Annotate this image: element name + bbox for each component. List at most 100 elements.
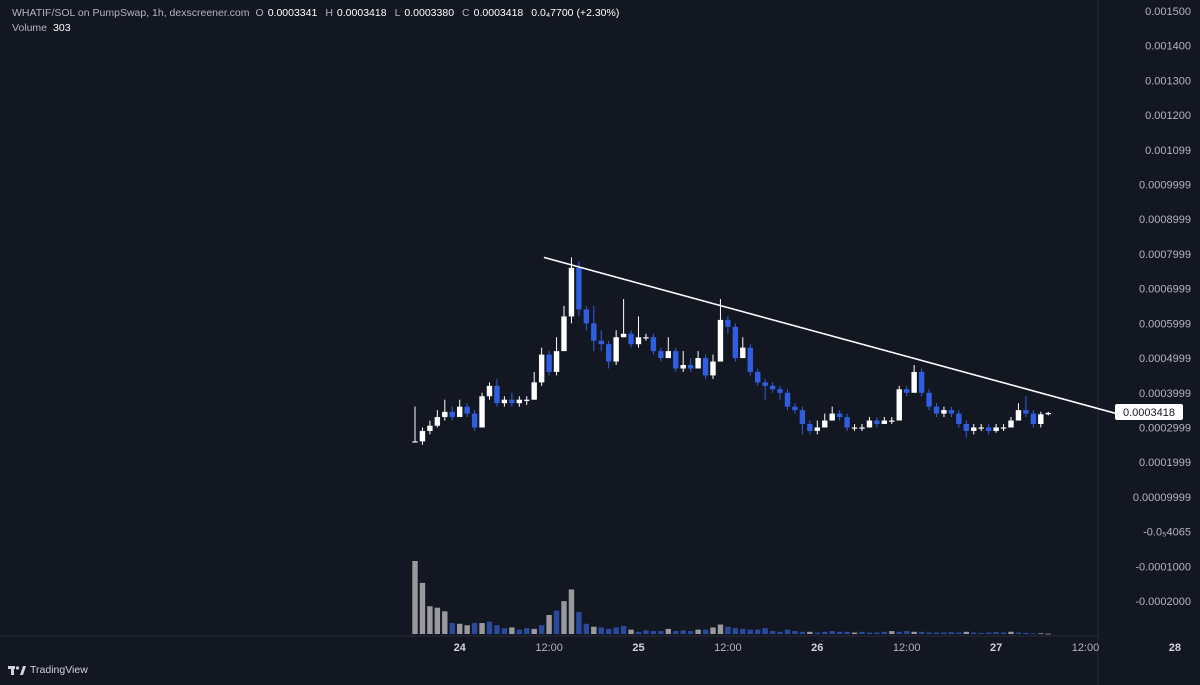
candle [777,385,783,400]
candle [918,368,925,397]
candle [985,424,992,435]
candle [509,392,515,407]
volume-bar [457,623,463,634]
candle [501,396,508,407]
candle [613,330,619,365]
candle [576,260,582,317]
volume-bar [777,631,783,634]
candle [978,424,984,431]
price-axis-label: 0.001099 [1145,145,1191,157]
volume-bar [427,606,433,634]
candle [546,351,552,376]
candle [762,378,768,400]
price-axis-label: 0.0006999 [1139,284,1191,296]
volume-bar [673,631,679,634]
candle [933,403,940,418]
trendline[interactable] [543,256,1123,417]
tradingview-brand[interactable]: TradingView [8,664,88,676]
candle [628,330,634,348]
time-axis-label: 12:00 [1072,642,1100,654]
volume-bar [680,630,686,634]
volume-bar [836,631,843,634]
candle [650,333,657,355]
price-axis[interactable]: 0.001500 0.001400 0.001300 0.001200 0.001099… [1133,6,1191,608]
volume-bar [829,631,835,634]
volume-bar [866,632,873,634]
volume-bar [747,629,753,634]
candles [412,257,1051,445]
candle [665,337,671,359]
price-axis-label: 0.001200 [1145,110,1191,122]
volume-label[interactable]: Volume [12,22,48,34]
time-axis-label: 28 [1169,642,1181,654]
volume-bar [1015,632,1022,634]
candle [494,378,500,407]
candle [904,385,910,397]
high-value: 0.0003418 [336,7,387,19]
candle [531,371,537,400]
candle [1023,396,1029,418]
candle [583,306,590,331]
volume-bar [412,561,418,634]
volume-bar [851,632,858,634]
volume-bar [814,632,820,634]
candle [971,424,977,435]
low-value: 0.0003380 [404,7,455,19]
candle [1030,410,1037,428]
close-label: C [462,7,470,19]
volume-bar [985,632,992,634]
time-axis-label: 27 [990,642,1002,654]
candle [479,392,485,428]
volume-bar [918,631,925,634]
time-axis[interactable]: 24 12:00 25 12:00 26 12:00 27 12:00 28 [454,642,1181,654]
volume-bar [941,632,947,634]
candle [635,316,642,348]
price-axis-label: 0.001300 [1145,75,1191,87]
volume-bar [874,632,880,634]
volume-bar [516,629,522,634]
candle [427,420,433,435]
price-axis-label: 0.0003999 [1139,388,1191,400]
volume-bar [568,589,575,634]
tradingview-logo-icon [8,664,26,676]
volume-bar [635,631,642,634]
candle [993,424,999,433]
candle [829,406,835,421]
last-price-label: 0.0003418 [1123,407,1175,419]
volume-bar [762,628,768,634]
volume-bar [963,631,969,634]
volume-bar [606,628,612,634]
candle [814,420,820,435]
volume-bar [896,631,902,634]
symbol-title[interactable]: WHATIF/SOL on PumpSwap, 1h, dexscreener.… [12,7,250,19]
candle [591,306,597,352]
candle [673,347,679,372]
candle [1008,417,1014,428]
candle [859,424,865,431]
low-label: L [394,7,401,19]
candle [896,385,902,421]
price-axis-label: 0.0001999 [1139,457,1191,469]
volume-bar [911,631,917,634]
volume-bar [583,623,590,634]
candle [620,299,627,338]
price-axis-label: 0.0002999 [1139,422,1191,434]
time-axis-label: 24 [454,642,467,654]
volume-bar [956,632,962,634]
candle [822,413,828,428]
candle [836,410,843,421]
volume-bar [1030,633,1037,635]
tradingview-brand-label: TradingView [30,664,88,676]
candle [486,382,493,400]
candle [449,406,455,421]
volume-bar [531,628,537,634]
candle [755,368,761,386]
chart-legend: WHATIF/SOL on PumpSwap, 1h, dexscreener.… [12,6,623,35]
candle [807,420,813,435]
candle [516,396,522,407]
candle [553,337,560,376]
candle [963,420,969,438]
candle [419,427,426,445]
volume-bar [419,582,426,634]
